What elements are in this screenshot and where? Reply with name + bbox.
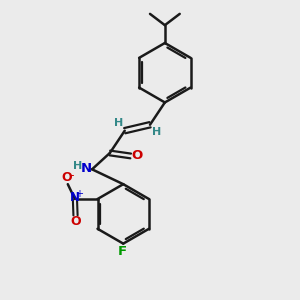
Text: H: H [152, 127, 161, 137]
Text: H: H [114, 118, 123, 128]
Text: N: N [81, 162, 92, 175]
Text: O: O [61, 171, 72, 184]
Text: O: O [70, 215, 81, 228]
Text: F: F [118, 245, 127, 258]
Text: -: - [70, 169, 74, 182]
Text: O: O [132, 149, 143, 162]
Text: N: N [70, 191, 80, 204]
Text: +: + [75, 189, 83, 199]
Text: H: H [73, 161, 82, 171]
